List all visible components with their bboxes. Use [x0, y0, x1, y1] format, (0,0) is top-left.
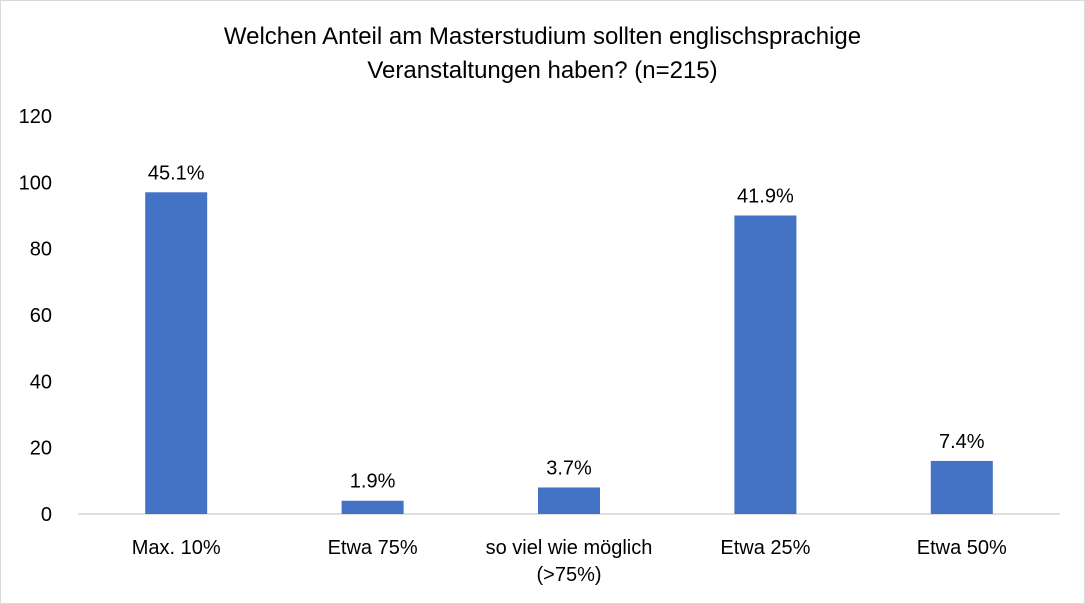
bar-5	[930, 460, 993, 514]
x-category-label-5: Etwa 50%	[917, 537, 1007, 559]
chart-title-line-2: Veranstaltungen haben? (n=215)	[367, 57, 718, 84]
x-category-label-1: Max. 10%	[132, 537, 221, 559]
x-category-label-2: Etwa 75%	[328, 537, 418, 559]
chart-title-line-1: Welchen Anteil am Masterstudium sollten …	[223, 23, 862, 50]
y-tick-label-20: 20	[30, 438, 52, 460]
data-label-1: 45.1%	[148, 162, 205, 184]
y-tick-label-0: 0	[41, 504, 52, 526]
y-tick-label-60: 60	[30, 305, 52, 327]
bar-3	[538, 487, 600, 514]
bar-4	[734, 215, 797, 514]
data-label-5: 7.4%	[939, 431, 985, 453]
bar-1	[145, 192, 208, 515]
x-category-label-3-line-2: (>75%)	[536, 564, 601, 586]
chart-title: Welchen Anteil am Masterstudium sollten …	[0, 20, 1085, 88]
y-tick-label-120: 120	[19, 106, 52, 128]
data-label-4: 41.9%	[737, 186, 794, 208]
data-label-3: 3.7%	[546, 457, 592, 479]
y-tick-label-80: 80	[30, 239, 52, 261]
data-label-2: 1.9%	[350, 471, 396, 493]
x-category-label-3-line-1: so viel wie möglich	[486, 537, 653, 559]
y-tick-label-40: 40	[30, 371, 52, 393]
y-tick-label-100: 100	[19, 172, 52, 194]
x-category-label-4: Etwa 25%	[720, 537, 810, 559]
bar-2	[341, 500, 404, 514]
